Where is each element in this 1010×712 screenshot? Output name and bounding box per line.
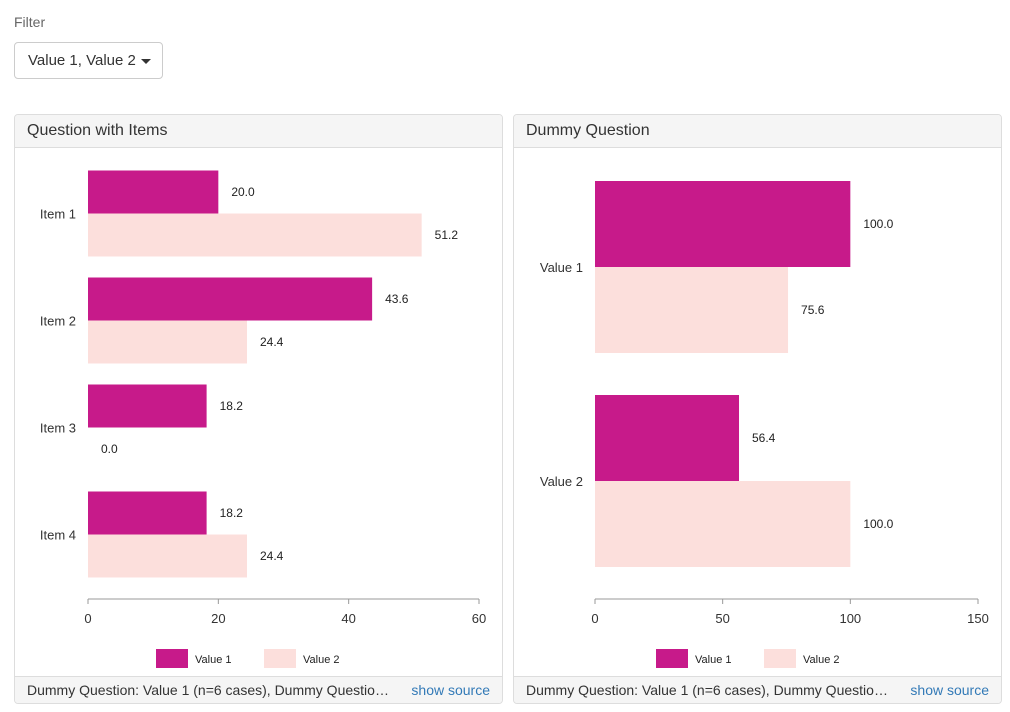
bar	[595, 267, 789, 353]
source-summary: Dummy Question: Value 1 (n=6 cases), Dum…	[27, 682, 392, 698]
filter-dropdown[interactable]: Value 1, Value 2	[14, 42, 163, 79]
category-label: Item 4	[40, 528, 76, 543]
bar	[88, 170, 219, 214]
x-tick-label: 0	[591, 611, 598, 626]
show-source-link[interactable]: show source	[910, 682, 989, 698]
bar	[88, 213, 422, 257]
data-label: 100.0	[863, 217, 893, 231]
data-label: 100.0	[863, 517, 893, 531]
category-label: Item 3	[40, 421, 76, 436]
data-label: 43.6	[385, 292, 409, 306]
bar	[88, 384, 207, 428]
panel-title: Question with Items	[15, 115, 502, 148]
bar	[88, 320, 248, 364]
filter-label: Filter	[14, 14, 46, 30]
bar	[595, 181, 851, 267]
data-label: 24.4	[260, 335, 284, 349]
x-tick-label: 40	[341, 611, 355, 626]
panel-footer: Dummy Question: Value 1 (n=6 cases), Dum…	[514, 676, 1001, 703]
data-label: 0.0	[101, 442, 118, 456]
panel-footer: Dummy Question: Value 1 (n=6 cases), Dum…	[15, 676, 502, 703]
caret-down-icon	[140, 59, 151, 64]
legend-swatch	[156, 649, 188, 668]
x-tick-label: 60	[472, 611, 486, 626]
legend-swatch	[764, 649, 796, 668]
legend-label: Value 1	[195, 654, 232, 666]
data-label: 18.2	[220, 399, 244, 413]
bar-chart: Value 1 100.0 75.6 Value 2 56.4 100.0 0 50 100 15…	[540, 181, 989, 668]
legend-label: Value 2	[803, 654, 840, 666]
filter-selected-value: Value 1, Value 2	[28, 52, 136, 69]
x-tick-label: 150	[967, 611, 989, 626]
category-label: Item 1	[40, 207, 76, 222]
bar	[88, 277, 373, 321]
data-label: 18.2	[220, 506, 244, 520]
bar	[88, 491, 207, 535]
bar	[595, 481, 851, 567]
legend-swatch	[264, 649, 296, 668]
category-label: Item 2	[40, 314, 76, 329]
show-source-link[interactable]: show source	[411, 682, 490, 698]
category-label: Value 2	[540, 474, 583, 489]
source-summary: Dummy Question: Value 1 (n=6 cases), Dum…	[526, 682, 891, 698]
data-label: 20.0	[231, 185, 255, 199]
data-label: 56.4	[752, 431, 776, 445]
chart-panel-dummy-question: Dummy Question Value 1 100.0 75.6 Value 2 56…	[513, 114, 1002, 704]
legend-label: Value 1	[695, 654, 732, 666]
data-label: 75.6	[801, 303, 825, 317]
x-tick-label: 100	[839, 611, 861, 626]
data-label: 51.2	[435, 228, 459, 242]
x-tick-label: 0	[84, 611, 91, 626]
bar-chart: Item 1 20.0 51.2 Item 2 43.6 24.4 Item 3 18.2 0.…	[40, 170, 486, 668]
data-label: 24.4	[260, 549, 284, 563]
bar	[595, 395, 740, 481]
x-tick-label: 20	[211, 611, 225, 626]
category-label: Value 1	[540, 260, 583, 275]
panel-title: Dummy Question	[514, 115, 1001, 148]
x-tick-label: 50	[715, 611, 729, 626]
chart-panel-question-with-items: Question with Items Item 1 20.0 51.2 Item 2…	[14, 114, 503, 704]
legend-label: Value 2	[303, 654, 340, 666]
bar	[88, 534, 248, 578]
legend-swatch	[656, 649, 688, 668]
